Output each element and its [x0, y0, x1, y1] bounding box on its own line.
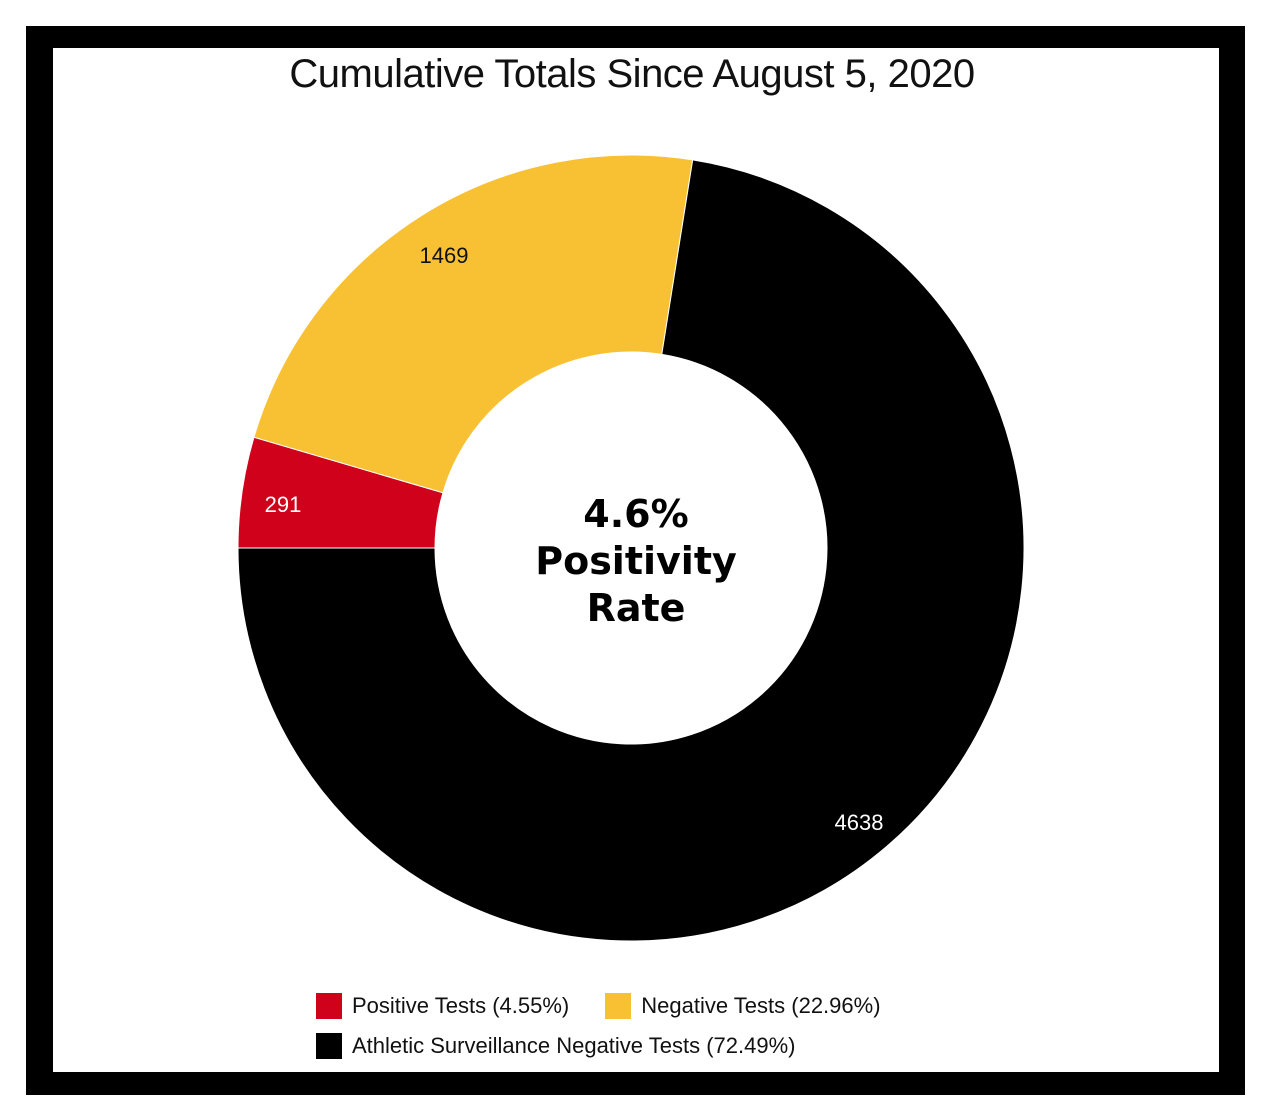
legend-item-athletic: Athletic Surveillance Negative Tests (72… [316, 1033, 795, 1059]
legend-item-positive: Positive Tests (4.55%) [316, 993, 569, 1019]
legend-label-negative: Negative Tests (22.96%) [641, 993, 881, 1018]
slice-athletic [237, 159, 1025, 942]
center-label-line1: Positivity [535, 539, 737, 583]
legend-swatch-negative [605, 993, 632, 1019]
legend-label-athletic: Athletic Surveillance Negative Tests (72… [352, 1033, 796, 1058]
chart-title: Cumulative Totals Since August 5, 2020 [289, 52, 975, 96]
legend-item-negative: Negative Tests (22.96%) [605, 993, 881, 1019]
slice-label-athletic: 4638 [835, 810, 884, 835]
center-value: 4.6% [583, 492, 688, 536]
slice-label-negative: 1469 [420, 243, 469, 268]
legend: Positive Tests (4.55%) Negative Tests (2… [316, 992, 881, 1072]
legend-swatch-positive [316, 993, 342, 1019]
slice-label-positive: 291 [265, 492, 302, 517]
center-label-line2: Rate [587, 586, 686, 630]
legend-row: Positive Tests (4.55%) Negative Tests (2… [316, 992, 881, 1020]
slice-negative [253, 154, 694, 494]
legend-swatch-athletic [316, 1033, 342, 1059]
legend-label-positive: Positive Tests (4.55%) [352, 993, 570, 1018]
legend-row: Athletic Surveillance Negative Tests (72… [316, 1032, 881, 1060]
